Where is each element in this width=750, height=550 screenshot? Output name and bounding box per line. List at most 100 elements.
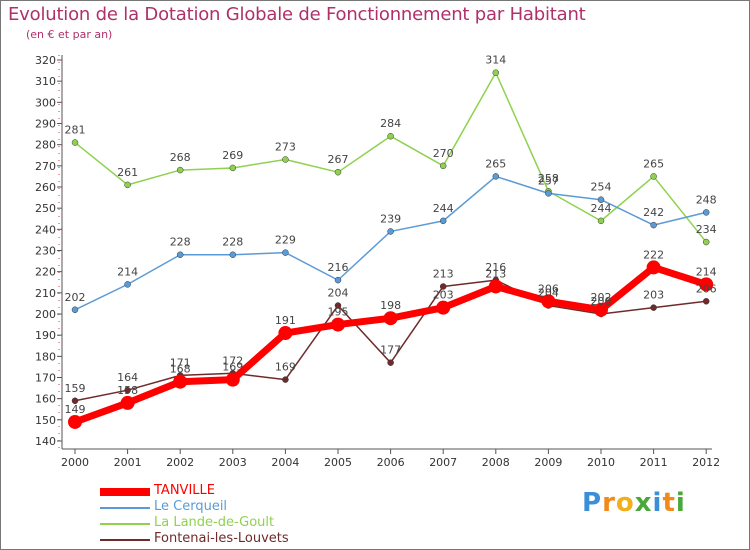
data-label-la-lande-de-goult: 265 <box>643 157 664 170</box>
x-tick-label: 2004 <box>271 456 299 469</box>
data-point-fontenai-les-louvets <box>334 302 342 309</box>
x-tick-label: 2002 <box>166 456 194 469</box>
data-label-le-cerqueil: 244 <box>433 202 454 215</box>
logo-letter: i <box>675 488 686 518</box>
data-point-la-lande-de-goult <box>439 162 447 170</box>
legend-swatch <box>100 539 150 541</box>
data-label-fontenai-les-louvets: 159 <box>65 382 86 395</box>
chart-subtitle: (en € et par an) <box>26 28 113 41</box>
data-label-le-cerqueil: 248 <box>696 193 717 206</box>
data-label-la-lande-de-goult: 268 <box>170 151 191 164</box>
data-point-la-lande-de-goult <box>229 164 237 172</box>
x-tick-label: 2005 <box>324 456 352 469</box>
series-layer <box>68 69 714 429</box>
logo-letter: x <box>634 488 653 518</box>
data-label-le-cerqueil: 257 <box>538 174 559 187</box>
data-label-la-lande-de-goult: 261 <box>117 166 138 179</box>
data-label-tanville: 222 <box>643 248 664 261</box>
data-label-fontenai-les-louvets: 203 <box>643 289 664 302</box>
data-point-la-lande-de-goult <box>71 139 79 146</box>
y-tick-label: 150 <box>35 414 56 427</box>
logo-letter: r <box>602 488 616 518</box>
data-label-fontenai-les-louvets: 169 <box>275 361 296 374</box>
data-point-la-lande-de-goult <box>702 238 710 246</box>
legend-label: Fontenai-les-Louvets <box>154 531 289 546</box>
x-tick-label: 2007 <box>429 456 457 469</box>
data-label-tanville: 203 <box>433 289 454 302</box>
data-point-tanville <box>68 414 82 429</box>
data-point-le-cerqueil <box>229 251 237 258</box>
x-tick-label: 2010 <box>587 456 615 469</box>
data-label-le-cerqueil: 228 <box>170 236 191 249</box>
data-point-la-lande-de-goult <box>492 69 500 76</box>
data-label-le-cerqueil: 216 <box>328 261 349 274</box>
data-point-la-lande-de-goult <box>176 166 184 174</box>
y-tick-label: 220 <box>35 266 56 279</box>
data-point-la-lande-de-goult <box>124 181 131 189</box>
x-tick-label: 2009 <box>534 456 562 469</box>
legend-label: Le Cerqueil <box>154 499 228 514</box>
x-tick-label: 2012 <box>692 456 720 469</box>
data-label-la-lande-de-goult: 314 <box>485 54 506 67</box>
data-point-fontenai-les-louvets <box>71 397 79 405</box>
data-point-fontenai-les-louvets <box>650 304 657 311</box>
data-point-fontenai-les-louvets <box>702 298 710 305</box>
data-point-le-cerqueil <box>492 173 500 180</box>
y-tick-label: 290 <box>35 118 56 131</box>
data-point-le-cerqueil <box>702 209 710 216</box>
data-label-la-lande-de-goult: 244 <box>591 202 612 215</box>
data-label-tanville: 198 <box>380 299 401 312</box>
data-point-le-cerqueil <box>71 306 79 314</box>
data-label-le-cerqueil: 242 <box>643 206 664 219</box>
data-point-fontenai-les-louvets <box>439 283 447 290</box>
y-tick-label: 240 <box>35 223 56 236</box>
logo-letter: P <box>582 488 603 518</box>
data-label-tanville: 202 <box>591 291 612 304</box>
data-point-tanville <box>173 374 188 389</box>
y-tick-label: 300 <box>35 96 56 109</box>
data-point-le-cerqueil <box>439 217 447 225</box>
y-tick-label: 190 <box>35 329 56 342</box>
y-tick-label: 160 <box>35 393 56 406</box>
data-point-fontenai-les-louvets <box>282 376 289 383</box>
logo-letter: o <box>615 488 635 518</box>
data-point-le-cerqueil <box>597 196 605 203</box>
data-point-tanville <box>646 260 661 275</box>
data-label-tanville: 213 <box>485 267 506 280</box>
data-label-fontenai-les-louvets: 206 <box>696 282 717 295</box>
data-point-le-cerqueil <box>176 251 184 258</box>
data-label-le-cerqueil: 239 <box>380 212 401 225</box>
data-point-tanville <box>383 311 398 326</box>
data-point-tanville <box>541 294 556 309</box>
legend-swatch <box>100 488 150 496</box>
data-label-le-cerqueil: 214 <box>117 265 138 278</box>
proxiti-logo: Proxiti <box>582 488 686 518</box>
data-point-tanville <box>331 317 345 332</box>
legend-label: La Lande-de-Goult <box>154 515 275 530</box>
data-point-la-lande-de-goult <box>334 168 342 176</box>
data-label-la-lande-de-goult: 284 <box>380 117 401 130</box>
data-label-fontenai-les-louvets: 213 <box>433 267 454 280</box>
x-tick-label: 2003 <box>219 456 247 469</box>
x-tick-label: 2001 <box>114 456 142 469</box>
legend-label: TANVILLE <box>154 483 215 498</box>
y-tick-label: 310 <box>35 75 56 88</box>
data-label-tanville: 214 <box>696 265 717 278</box>
y-tick-label: 280 <box>35 139 56 152</box>
data-label-fontenai-les-louvets: 204 <box>328 287 349 300</box>
legend-swatch <box>100 507 150 509</box>
data-label-le-cerqueil: 228 <box>222 236 243 249</box>
data-label-la-lande-de-goult: 267 <box>328 153 349 166</box>
data-label-tanville: 169 <box>222 361 243 374</box>
data-label-le-cerqueil: 254 <box>591 181 612 194</box>
y-tick-label: 140 <box>35 435 56 448</box>
data-point-le-cerqueil <box>124 281 131 288</box>
logo-letter: t <box>662 488 676 518</box>
data-label-fontenai-les-louvets: 164 <box>117 371 138 384</box>
data-label-le-cerqueil: 229 <box>275 234 296 247</box>
data-point-fontenai-les-louvets <box>124 386 131 394</box>
data-label-tanville: 158 <box>117 384 138 397</box>
data-point-le-cerqueil <box>650 221 657 229</box>
